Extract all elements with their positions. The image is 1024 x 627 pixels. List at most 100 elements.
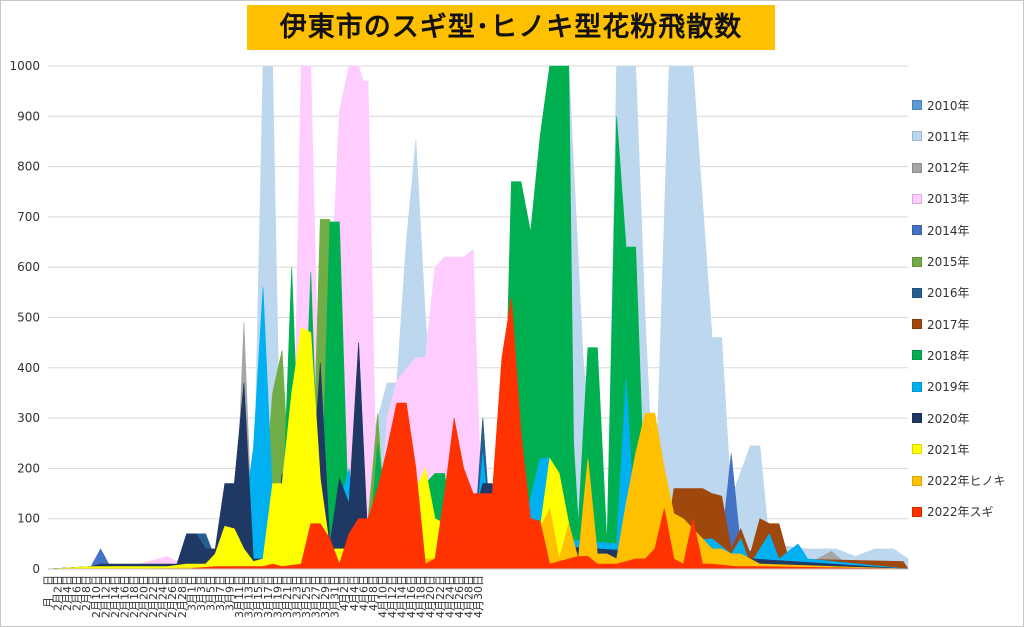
legend-swatch [912,319,922,330]
x-tick-label: 4月6日 [357,575,370,611]
y-tick-label: 400 [17,361,40,375]
legend-label: 2022年ヒノキ [927,474,1006,489]
legend-item: 2015年 [912,252,970,272]
x-tick-label: 3月7日 [214,575,227,611]
y-axis: 0 100 200 300 400 500 600 700 800 900 1000 [9,59,40,576]
x-tick-label: 3月19日 [271,575,284,618]
y-tick-label: 100 [17,512,40,526]
legend-item: 2021年 [912,439,970,459]
y-tick-label: 800 [17,160,40,174]
x-axis: 月 日2月2日2月4日2月6日2月8日2月10日2月12日2月14日2月16日2… [42,568,908,618]
x-tick-label: 2月10日 [90,575,103,618]
x-tick-label: 4月18日 [415,575,428,618]
chart-title: 伊東市のスギ型･ヒノキ型花粉飛散数 [247,5,775,50]
x-tick-label: 2月8日 [80,575,93,611]
x-tick-label: 2月20日 [138,575,151,618]
x-tick-label: 3月11日 [233,575,246,618]
x-tick-label: 4月16日 [405,575,418,618]
legend-swatch [912,162,922,173]
legend-item: 2022年スギ [912,502,994,522]
legend-label: 2019年 [927,380,970,395]
y-tick-label: 1000 [9,59,40,73]
legend-swatch [912,256,922,267]
y-tick-label: 300 [17,411,40,425]
legend-swatch [912,444,922,455]
legend-label: 2011年 [927,129,970,144]
x-tick-label: 3月27日 [310,575,323,618]
y-tick-label: 0 [32,562,40,576]
legend-swatch [912,475,922,486]
y-tick-label: 600 [17,260,40,274]
legend-swatch [912,225,922,236]
x-tick-label: 3月3日 [195,575,208,611]
x-tick-label: 3月21日 [281,575,294,618]
x-tick-label: 2月6日 [71,575,84,611]
x-tick-label: 3月5日 [204,575,217,611]
x-tick-label: 4月20日 [424,575,437,618]
legend-swatch [912,350,922,361]
x-tick-label: 3月25日 [300,575,313,618]
x-tick-label: 3月17日 [262,575,275,618]
x-tick-label: 3月31日 [329,575,342,618]
legend-item: 2014年 [912,220,970,240]
x-tick-label: 3月23日 [290,575,303,618]
x-tick-label: 2月22日 [147,575,160,618]
legend-item: 2010年 [912,95,970,115]
legend-label: 2016年 [927,286,970,301]
x-tick-label: 4月14日 [396,575,409,618]
x-tick-label: 4月12日 [386,575,399,618]
x-tick-label: 2月2日 [52,575,65,611]
legend-label: 2012年 [927,161,970,176]
legend-item: 2019年 [912,377,970,397]
legend-swatch [912,506,922,517]
x-tick-label: 2月14日 [109,575,122,618]
y-tick-label: 200 [17,461,40,475]
x-tick-label: 2月12日 [99,575,112,618]
x-tick-label: 3月1日 [185,575,198,611]
x-tick-label: 4月30日 [472,575,485,618]
legend-swatch [912,381,922,392]
x-tick-label: 月 日 [42,575,55,608]
legend-item: 2011年 [912,126,970,146]
x-tick-label: 2月28日 [176,575,189,618]
legend-item: 2013年 [912,189,970,209]
y-tick-label: 900 [17,109,40,123]
legend-swatch [912,131,922,142]
x-tick-label: 2月4日 [61,575,74,611]
x-tick-label: 2月26日 [166,575,179,618]
x-tick-label: 3月9日 [224,575,237,611]
legend-label: 2013年 [927,192,970,207]
x-tick-label: 4月22日 [434,575,447,618]
legend-label: 2017年 [927,317,970,332]
legend-label: 2022年スギ [927,505,994,520]
x-tick-label: 4月2日 [338,575,351,611]
legend-label: 2015年 [927,255,970,269]
x-tick-label: 4月4日 [348,575,361,611]
y-tick-label: 700 [17,210,40,224]
legend-swatch [912,413,922,423]
series-areas [47,65,909,570]
x-tick-label: 2月18日 [128,575,141,618]
legend-label: 2014年 [927,223,970,238]
x-tick-label: 4月10日 [376,575,389,618]
legend-label: 2018年 [927,348,970,363]
x-tick-label: 4月8日 [367,575,380,611]
legend-label: 2010年 [927,98,970,113]
legend-item: 2017年 [912,314,970,334]
legend-item: 2016年 [912,283,970,303]
legend-item: 2012年 [912,158,970,178]
x-tick-label: 4月28日 [462,575,475,618]
x-tick-label: 3月13日 [243,575,256,618]
legend-label: 2021年 [927,442,970,457]
x-tick-label: 2月24日 [157,575,170,618]
legend-swatch [912,287,922,298]
x-tick-label: 4月26日 [453,575,466,618]
legend-swatch [912,193,922,204]
legend-item: 2022年ヒノキ [912,471,1006,491]
legend-swatch [912,100,922,110]
legend-item: 2018年 [912,345,970,365]
x-tick-label: 4月24日 [443,575,456,618]
series-area-13 [48,297,909,570]
y-tick-label: 500 [17,311,40,325]
